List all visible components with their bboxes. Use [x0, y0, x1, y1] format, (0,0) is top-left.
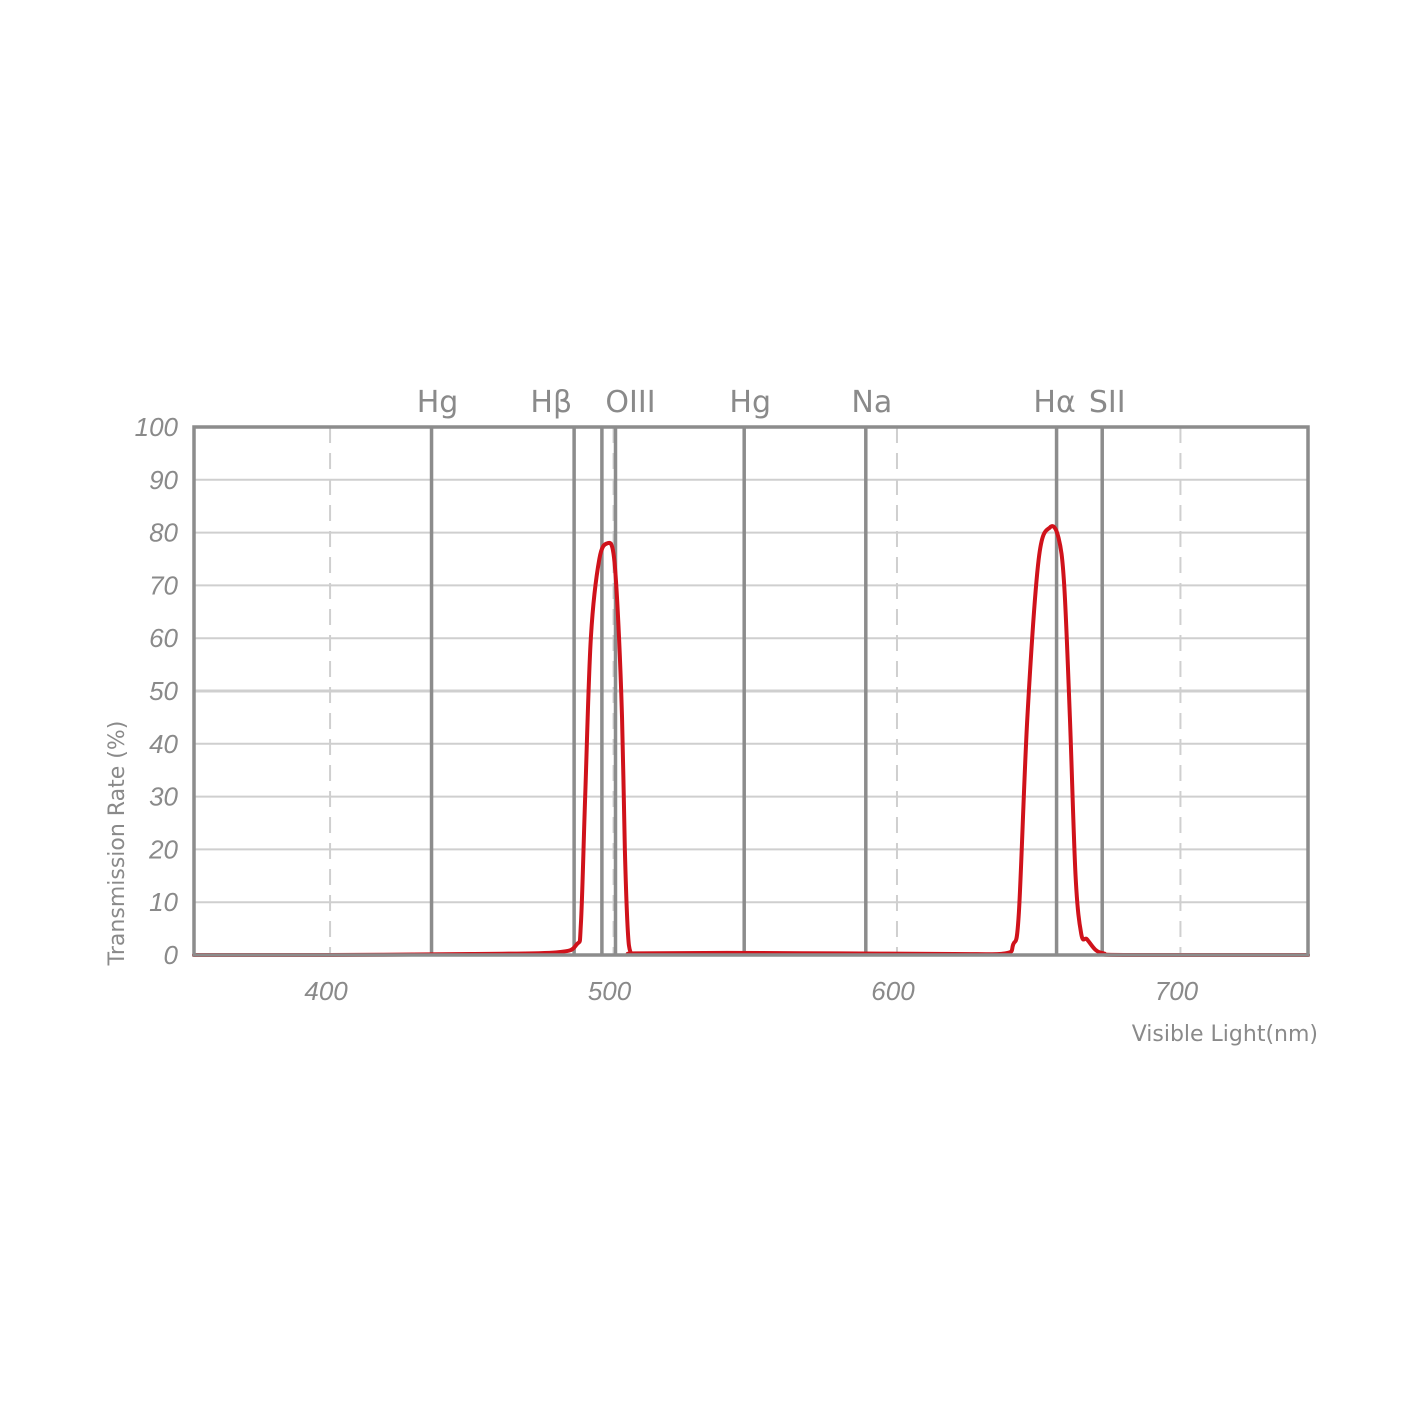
y-tick-label-60: 60 [149, 623, 178, 653]
emission-line-label-0: Hg [417, 385, 459, 420]
x-tick-label-600: 600 [871, 976, 915, 1006]
y-tick-label-100: 100 [135, 412, 179, 442]
emission-line-label-3: OIII [605, 385, 655, 420]
y-tick-label-70: 70 [149, 570, 178, 600]
emission-line-label-1: Hβ [530, 385, 572, 420]
y-tick-label-90: 90 [149, 465, 178, 495]
y-tick-labels: 0 10 20 30 40 50 60 70 80 90 100 [135, 412, 179, 970]
x-axis-title: Visible Light(nm) [1132, 1022, 1318, 1047]
x-tick-label-700: 700 [1155, 976, 1199, 1006]
plot-frame [192, 425, 1310, 957]
emission-line-labels: Hg Hβ OIII Hg Na Hα SII [417, 385, 1126, 420]
y-tick-label-10: 10 [149, 887, 178, 917]
y-tick-label-20: 20 [148, 834, 178, 864]
emission-lines-layer [429, 427, 1104, 955]
x-tick-labels: 400 500 600 700 [304, 976, 1198, 1006]
y-tick-label-30: 30 [149, 782, 178, 812]
x-tick-label-400: 400 [304, 976, 348, 1006]
emission-line-label-7: SII [1089, 385, 1126, 420]
emission-line-label-6: Hα [1033, 385, 1075, 420]
y-tick-label-0: 0 [164, 940, 179, 970]
y-tick-label-80: 80 [149, 518, 178, 548]
x-tick-label-500: 500 [588, 976, 632, 1006]
transmission-curve-0 [192, 524, 1310, 958]
y-tick-label-50: 50 [149, 676, 178, 706]
y-tick-label-40: 40 [149, 729, 178, 759]
grid-layer [194, 427, 1308, 955]
curve-layer [192, 524, 1310, 958]
y-axis-title: Transmission Rate (%) [105, 721, 130, 967]
emission-line-label-4: Hg [729, 385, 771, 420]
emission-line-label-5: Na [851, 385, 892, 420]
